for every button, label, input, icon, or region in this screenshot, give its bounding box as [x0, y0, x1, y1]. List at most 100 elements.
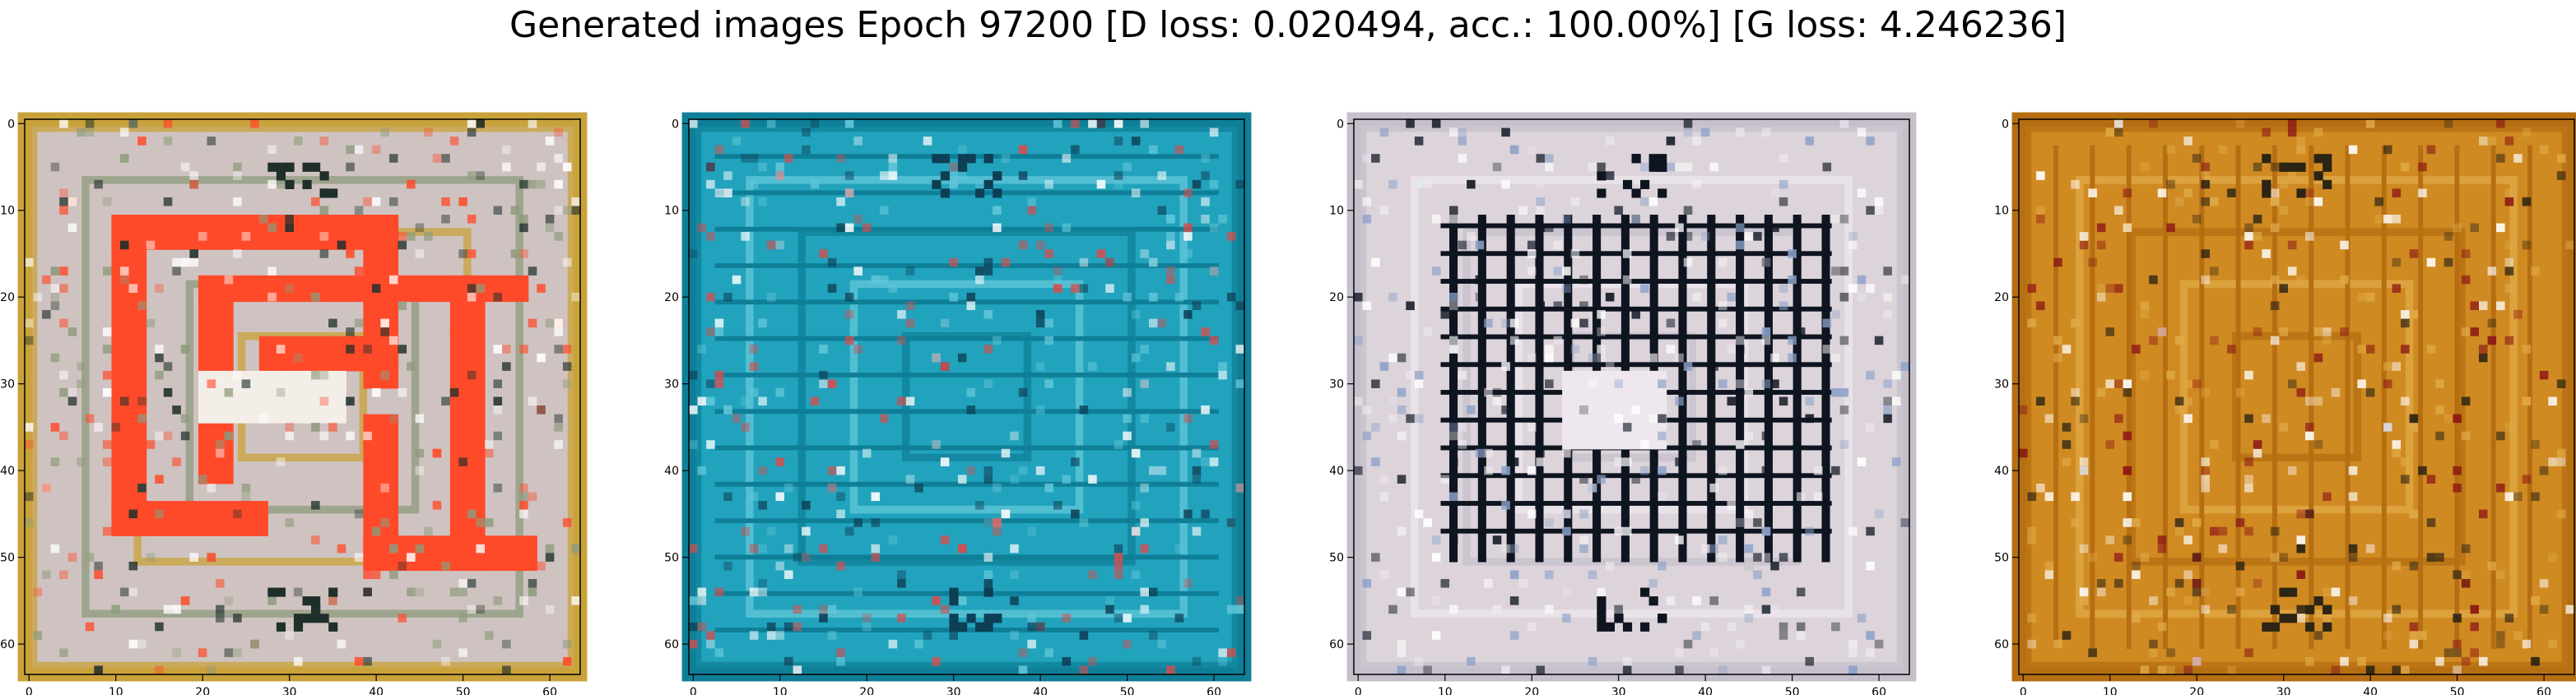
- image-pixel: [484, 631, 494, 640]
- image-pixel: [1640, 284, 1649, 293]
- image-pixel: [1839, 440, 1849, 449]
- image-pixel: [94, 570, 103, 579]
- image-pixel: [1183, 249, 1193, 258]
- image-pixel: [120, 240, 129, 250]
- image-pixel: [2392, 440, 2402, 449]
- image-pixel: [120, 318, 129, 328]
- image-pixel: [1744, 614, 1754, 623]
- image-pixel: [250, 639, 259, 649]
- image-pixel: [2357, 656, 2366, 666]
- image-pixel: [2174, 405, 2184, 415]
- image-pixel: [1388, 396, 1397, 406]
- image-pixel: [1866, 423, 1875, 432]
- image-pixel: [1675, 162, 1684, 172]
- image-pixel: [458, 587, 467, 597]
- image-pixel: [1839, 266, 1849, 276]
- image-pixel: [2210, 336, 2219, 345]
- image-pixel: [2201, 249, 2211, 258]
- image-pixel: [1010, 544, 1019, 554]
- image-pixel: [697, 345, 707, 354]
- image-pixel: [250, 501, 259, 510]
- image-pixel: [1001, 448, 1011, 458]
- image-pixel: [1362, 578, 1372, 588]
- image-pixel: [1209, 266, 1219, 276]
- image-pixel: [2036, 301, 2045, 311]
- image-pixel: [155, 475, 164, 484]
- image-pixel: [2132, 345, 2141, 354]
- image-pixel: [1140, 414, 1149, 424]
- image-pixel: [862, 614, 872, 623]
- image-pixel: [1761, 605, 1771, 614]
- image-pixel: [2140, 301, 2150, 311]
- image-pixel: [1423, 327, 1432, 336]
- image-frame-band: [849, 280, 1084, 514]
- image-pixel: [388, 475, 398, 484]
- image-pixel: [328, 587, 338, 597]
- image-pixel: [2079, 596, 2089, 605]
- image-pixel: [949, 257, 958, 267]
- image-pixel: [714, 587, 724, 597]
- image-pixel: [932, 353, 941, 363]
- image-pixel: [2114, 578, 2123, 588]
- image-pixel: [2539, 605, 2549, 614]
- image-pixel: [1201, 457, 1210, 466]
- image-pixel: [415, 466, 425, 475]
- image-pixel: [2201, 387, 2211, 397]
- image-pixel: [216, 440, 225, 449]
- grid-line: [1821, 215, 1830, 563]
- image-pixel: [2504, 336, 2514, 345]
- image-pixel: [2244, 457, 2253, 466]
- image-pixel: [2296, 362, 2306, 371]
- image-pixel: [224, 648, 234, 657]
- image-pixel: [94, 665, 103, 674]
- image-pixel: [407, 362, 416, 371]
- image-pixel: [267, 292, 277, 302]
- image-pixel: [1640, 466, 1649, 475]
- image-pixel: [2140, 665, 2150, 674]
- image-pixel: [1588, 483, 1597, 493]
- y-tick-label: 10: [0, 205, 15, 218]
- image-pixel: [128, 509, 138, 519]
- image-pixel: [476, 544, 485, 554]
- image-pixel: [2443, 119, 2453, 128]
- image-pixel: [319, 396, 329, 406]
- image-pixel: [775, 162, 785, 172]
- image-pixel: [2183, 396, 2192, 406]
- image-pixel: [2426, 257, 2436, 267]
- image-pixel: [2504, 423, 2514, 432]
- image-pixel: [2279, 206, 2288, 215]
- image-pixel: [1562, 509, 1571, 519]
- image-pixel: [319, 614, 329, 623]
- image-pixel: [1588, 570, 1597, 579]
- image-pixel: [1744, 605, 1754, 614]
- image-pixel: [802, 501, 811, 510]
- image-pixel: [1235, 483, 1244, 493]
- image-pixel: [311, 501, 320, 510]
- image-pixel: [407, 179, 416, 189]
- image-pixel: [862, 622, 872, 632]
- image-pixel: [1105, 596, 1114, 605]
- image-pixel: [467, 249, 477, 258]
- image-pixel: [363, 431, 372, 441]
- image-pixel: [2287, 466, 2297, 475]
- image-pixel: [476, 119, 485, 128]
- image-pixel: [2192, 578, 2202, 588]
- image-pixel: [198, 648, 207, 657]
- image-pixel: [1683, 362, 1693, 371]
- image-pixel: [732, 414, 742, 424]
- image-pixel: [1658, 379, 1667, 388]
- image-pixel: [458, 197, 467, 206]
- image-pixel: [1770, 605, 1779, 614]
- image-pixel: [528, 578, 537, 588]
- image-pixel: [537, 561, 546, 571]
- image-pixel: [2244, 370, 2253, 380]
- image-pixel: [189, 257, 198, 267]
- image-pixel: [102, 327, 112, 336]
- image-pixel: [1449, 423, 1458, 432]
- image-pixel: [2088, 188, 2097, 197]
- image-pixel: [233, 648, 242, 657]
- image-pixel: [407, 535, 416, 544]
- image-pixel: [1183, 414, 1193, 424]
- image-pixel: [1501, 362, 1510, 371]
